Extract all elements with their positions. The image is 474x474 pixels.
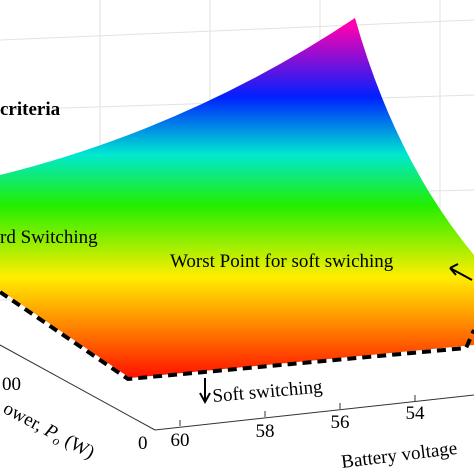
x-tick-label: 58: [256, 421, 275, 442]
x-tick-label: 60: [171, 430, 190, 451]
x-tick-label: 56: [331, 412, 350, 433]
axes: [0, 344, 474, 431]
arrow: [449, 263, 473, 281]
y-tick-label: 0: [138, 433, 148, 454]
x-axis-label: Battery voltage: [340, 438, 458, 473]
x-tick-label: 54: [406, 403, 426, 424]
annotation: rd Switching: [0, 227, 98, 248]
arrow: [199, 378, 211, 405]
surface: [0, 18, 474, 378]
y-axis-unit: (W): [57, 428, 98, 463]
annotation: criteria: [0, 99, 61, 120]
soft-switching-boundary: [0, 290, 474, 382]
y-tick-label: 00: [2, 374, 21, 395]
annotation: Soft switching: [212, 376, 324, 407]
y-axis-label: ower, Po (W): [0, 398, 98, 465]
annotation: Worst Point for soft swiching: [170, 251, 394, 272]
